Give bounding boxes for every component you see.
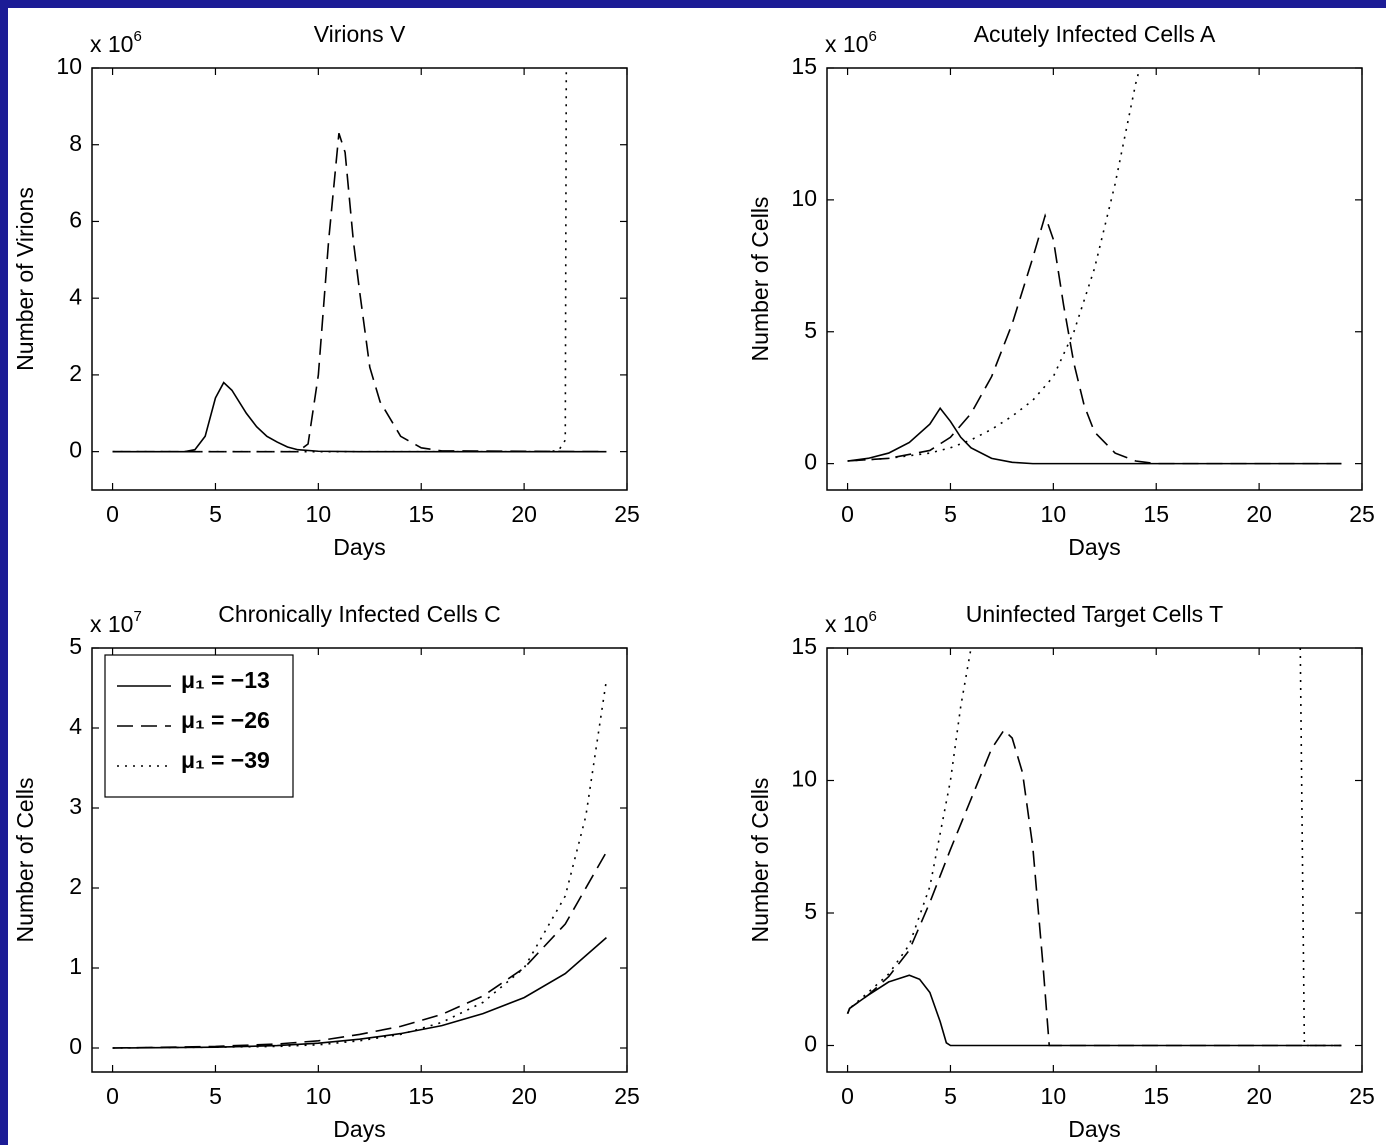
- y-scale-base: x 10: [825, 31, 868, 57]
- y-scale-exponent: 6: [868, 28, 876, 45]
- y-tick-label: 8: [69, 130, 82, 156]
- y-tick-label: 1: [69, 953, 82, 979]
- x-tick-label: 0: [841, 1083, 854, 1109]
- x-tick-label: 25: [1349, 1083, 1375, 1109]
- y-tick-label: 4: [69, 713, 82, 739]
- data-line: [112, 132, 607, 453]
- y-tick-label: 0: [69, 1033, 82, 1059]
- legend: μ₁ = −13 μ₁ = −26 μ₁ = −39: [104, 654, 294, 798]
- x-tick-label: 10: [306, 501, 332, 527]
- y-scale-exponent: 6: [868, 608, 876, 625]
- data-line: [112, 851, 608, 1049]
- y-tick-label: 0: [804, 449, 817, 475]
- x-tick-label: 5: [209, 1083, 222, 1109]
- y-tick-label: 0: [804, 1031, 817, 1057]
- y-scale-base: x 10: [90, 611, 133, 637]
- x-tick-label: 15: [1143, 1083, 1169, 1109]
- y-tick-label: 2: [69, 873, 82, 899]
- data-line: [846, 974, 1342, 1047]
- x-tick-label: 15: [1143, 501, 1169, 527]
- x-tick-label: 5: [944, 1083, 957, 1109]
- legend-label: μ₁ = −13: [181, 667, 270, 693]
- y-axis-label: Number of Virions: [12, 187, 38, 371]
- x-tick-label: 10: [306, 1083, 332, 1109]
- x-tick-label: 10: [1041, 501, 1067, 527]
- x-tick-label: 0: [841, 501, 854, 527]
- y-tick-label: 6: [69, 207, 82, 233]
- plot-area: [91, 67, 628, 491]
- chart-title: Acutely Infected Cells A: [974, 21, 1216, 47]
- y-tick-label: 10: [791, 766, 817, 792]
- y-scale-label: x 106: [90, 28, 142, 57]
- x-axis-label: Days: [1068, 1116, 1120, 1142]
- y-scale-base: x 10: [825, 611, 868, 637]
- legend-label: μ₁ = −26: [181, 707, 270, 733]
- x-tick-label: 15: [408, 1083, 434, 1109]
- data-line: [846, 728, 1342, 1047]
- legend-label: μ₁ = −39: [181, 747, 270, 773]
- y-scale-label: x 106: [825, 608, 877, 637]
- plot-area: [826, 647, 1363, 1073]
- subplot: Acutely Infected Cells A x 106 0 5 10 15 20 25 0…: [747, 21, 1375, 560]
- x-tick-label: 0: [106, 1083, 119, 1109]
- subplot: Uninfected Target Cells T x 106 0 5 10 15 20 25…: [747, 601, 1375, 1142]
- y-scale-label: x 107: [90, 608, 142, 637]
- y-axis-label: Number of Cells: [12, 778, 38, 943]
- x-tick-label: 20: [1246, 1083, 1272, 1109]
- x-tick-label: 20: [511, 1083, 537, 1109]
- x-tick-label: 20: [1246, 501, 1272, 527]
- y-tick-label: 5: [804, 317, 817, 343]
- y-tick-label: 0: [69, 437, 82, 463]
- x-tick-label: 10: [1041, 1083, 1067, 1109]
- y-tick-label: 4: [69, 283, 82, 309]
- x-tick-label: 25: [614, 1083, 640, 1109]
- chart-title: Virions V: [314, 21, 406, 47]
- data-line: [847, 406, 1342, 465]
- legend-box: [104, 654, 294, 798]
- chart-title: Uninfected Target Cells T: [966, 601, 1223, 627]
- y-scale-base: x 10: [90, 31, 133, 57]
- y-tick-label: 5: [804, 898, 817, 924]
- x-tick-label: 5: [944, 501, 957, 527]
- x-axis-label: Days: [1068, 534, 1120, 560]
- x-tick-label: 25: [1349, 501, 1375, 527]
- x-tick-label: 25: [614, 501, 640, 527]
- x-axis-label: Days: [333, 1116, 385, 1142]
- x-tick-label: 0: [106, 501, 119, 527]
- y-tick-label: 10: [791, 185, 817, 211]
- data-line: [847, 213, 1342, 465]
- y-scale-exponent: 7: [133, 608, 141, 625]
- chart-title: Chronically Infected Cells C: [218, 601, 501, 627]
- y-tick-label: 15: [791, 633, 817, 659]
- y-tick-label: 3: [69, 793, 82, 819]
- x-tick-label: 5: [209, 501, 222, 527]
- plot-area: [826, 67, 1363, 491]
- y-scale-exponent: 6: [133, 28, 141, 45]
- y-scale-label: x 106: [825, 28, 877, 57]
- x-tick-label: 20: [511, 501, 537, 527]
- x-tick-label: 15: [408, 501, 434, 527]
- data-line: [112, 381, 607, 453]
- y-tick-label: 10: [56, 53, 82, 79]
- y-axis-label: Number of Cells: [747, 778, 773, 943]
- y-tick-label: 2: [69, 360, 82, 386]
- y-tick-label: 15: [791, 53, 817, 79]
- data-line: [846, 648, 1342, 1047]
- y-axis-label: Number of Cells: [747, 197, 773, 362]
- y-tick-label: 5: [69, 633, 82, 659]
- x-axis-label: Days: [333, 534, 385, 560]
